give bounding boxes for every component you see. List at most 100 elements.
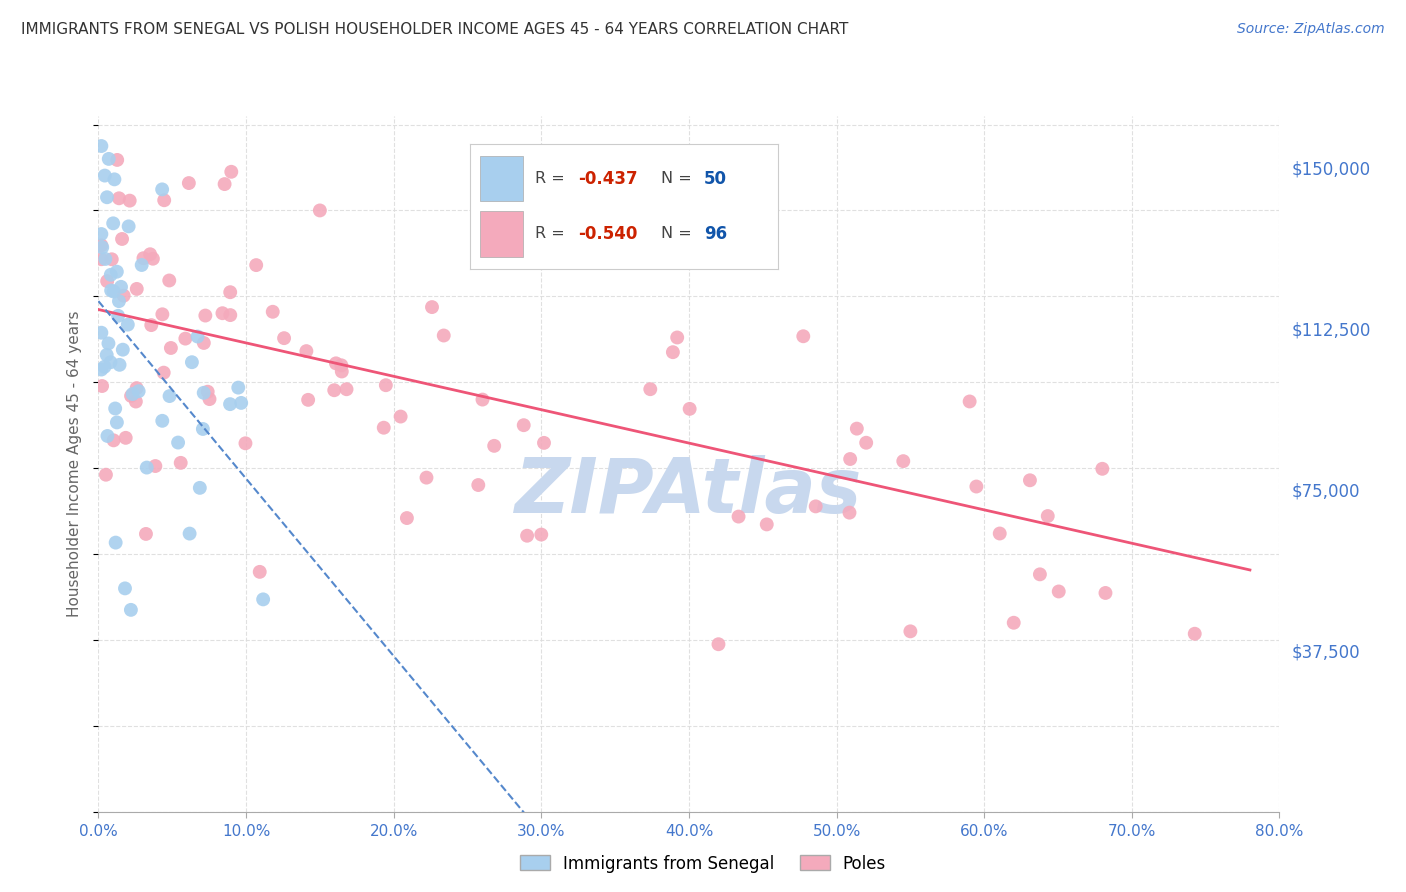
Point bbox=[90, 326, 112, 340]
Point bbox=[90, 227, 112, 241]
Point bbox=[97, 152, 120, 166]
Point bbox=[959, 394, 981, 409]
Point bbox=[90, 362, 112, 376]
Text: Source: ZipAtlas.com: Source: ZipAtlas.com bbox=[1237, 22, 1385, 37]
Point bbox=[335, 382, 357, 396]
Point bbox=[471, 392, 494, 407]
Point bbox=[111, 232, 134, 246]
Point bbox=[723, 169, 745, 183]
Point bbox=[792, 329, 814, 343]
Point bbox=[108, 358, 131, 372]
Point bbox=[188, 481, 211, 495]
Point bbox=[891, 454, 914, 468]
Point bbox=[180, 355, 202, 369]
Point bbox=[415, 470, 437, 484]
Point bbox=[96, 190, 118, 204]
Point bbox=[330, 364, 353, 378]
Point bbox=[900, 624, 922, 639]
Point bbox=[112, 288, 135, 302]
Point bbox=[118, 194, 141, 208]
Point bbox=[96, 348, 118, 362]
Point bbox=[121, 387, 143, 401]
Point bbox=[467, 478, 489, 492]
Point bbox=[755, 517, 778, 532]
Point bbox=[100, 355, 122, 369]
Point bbox=[297, 392, 319, 407]
Point bbox=[262, 305, 284, 319]
Point bbox=[152, 366, 174, 380]
Point bbox=[139, 247, 162, 261]
Point bbox=[103, 434, 125, 448]
Point bbox=[107, 309, 129, 323]
Point bbox=[96, 429, 118, 443]
Point bbox=[1019, 473, 1042, 487]
Point bbox=[100, 252, 122, 267]
Point bbox=[804, 500, 827, 514]
Point bbox=[679, 401, 702, 416]
Point bbox=[389, 409, 412, 424]
Point bbox=[309, 203, 332, 218]
Point bbox=[143, 458, 166, 473]
Point bbox=[179, 526, 201, 541]
Legend: Immigrants from Senegal, Poles: Immigrants from Senegal, Poles bbox=[513, 848, 893, 880]
Point bbox=[219, 285, 242, 300]
Point bbox=[219, 308, 242, 322]
Point bbox=[114, 431, 136, 445]
Text: ZIPAtlas: ZIPAtlas bbox=[515, 455, 863, 529]
Point bbox=[191, 422, 214, 436]
Point bbox=[157, 273, 180, 287]
Point bbox=[252, 592, 274, 607]
Point bbox=[120, 389, 142, 403]
Point bbox=[530, 527, 553, 541]
Y-axis label: Householder Income Ages 45 - 64 years: Householder Income Ages 45 - 64 years bbox=[67, 310, 83, 617]
Point bbox=[662, 345, 685, 359]
Point bbox=[114, 582, 136, 596]
Point bbox=[93, 359, 115, 374]
Point bbox=[142, 252, 165, 266]
Point bbox=[395, 511, 418, 525]
Point bbox=[159, 389, 181, 403]
Point bbox=[988, 526, 1011, 541]
Point bbox=[219, 397, 242, 411]
Point bbox=[1091, 462, 1114, 476]
Point bbox=[838, 506, 860, 520]
Point bbox=[666, 330, 689, 344]
Point bbox=[707, 637, 730, 651]
Point bbox=[640, 382, 662, 396]
Point bbox=[1047, 584, 1070, 599]
Point bbox=[845, 422, 868, 436]
Point bbox=[150, 307, 173, 321]
Point bbox=[94, 467, 117, 482]
Point bbox=[110, 280, 132, 294]
Point bbox=[100, 268, 122, 282]
Point bbox=[105, 153, 128, 167]
Point bbox=[131, 258, 153, 272]
Point bbox=[94, 169, 117, 183]
Point bbox=[330, 359, 353, 373]
Text: IMMIGRANTS FROM SENEGAL VS POLISH HOUSEHOLDER INCOME AGES 45 - 64 YEARS CORRELAT: IMMIGRANTS FROM SENEGAL VS POLISH HOUSEH… bbox=[21, 22, 848, 37]
Point bbox=[125, 282, 148, 296]
Point bbox=[433, 328, 456, 343]
Point bbox=[108, 191, 131, 205]
Point bbox=[97, 336, 120, 351]
Point bbox=[619, 225, 641, 239]
Point bbox=[482, 439, 505, 453]
Point bbox=[420, 300, 443, 314]
Point bbox=[103, 172, 125, 186]
Point bbox=[94, 252, 117, 266]
Point bbox=[512, 418, 534, 433]
Point bbox=[1184, 626, 1206, 640]
Point bbox=[96, 274, 118, 288]
Point bbox=[160, 341, 183, 355]
Point bbox=[170, 456, 193, 470]
Point bbox=[295, 344, 318, 359]
Point bbox=[100, 284, 122, 298]
Point bbox=[91, 379, 114, 393]
Point bbox=[211, 306, 233, 320]
Point bbox=[174, 332, 197, 346]
Point bbox=[117, 318, 139, 332]
Point bbox=[193, 335, 215, 350]
Point bbox=[90, 238, 112, 252]
Point bbox=[231, 396, 253, 410]
Point bbox=[105, 416, 128, 430]
